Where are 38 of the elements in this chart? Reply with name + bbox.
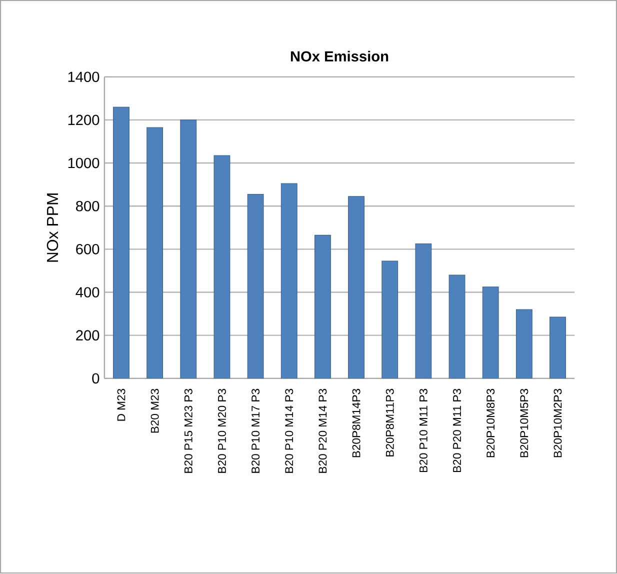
y-tick-label: 800 [76, 201, 100, 212]
bar [180, 120, 197, 379]
y-tick-label: 400 [76, 287, 100, 298]
bar [113, 106, 130, 379]
x-tick-label: B20 P20 M11 P3 [453, 389, 462, 472]
x-tick-label: D M23 [117, 389, 126, 421]
x-tick-label: B20P8M14P3 [352, 389, 360, 458]
bar [146, 127, 164, 379]
y-tick-label: 1000 [68, 158, 100, 168]
bar [516, 309, 532, 379]
y-axis-title: NOx PPM [46, 194, 58, 262]
bar [482, 286, 499, 379]
x-tick-label: B20 P15 M23 P3 [184, 389, 192, 474]
x-tick-label: B20 P20 M14 P3 [318, 389, 327, 474]
bar [448, 274, 466, 379]
x-tick-label: B20 M23 [150, 389, 159, 433]
y-tick-label: 200 [76, 330, 100, 341]
x-tick-label: B20 P10 M14 P3 [285, 389, 294, 474]
y-tick-label: 1400 [68, 72, 100, 82]
bar [415, 244, 432, 379]
x-tick-label: B20 P10 M17 P3 [252, 389, 260, 474]
bar [382, 260, 398, 379]
y-tick-label: 1200 [68, 115, 100, 126]
x-tick-label: B20 P10 M11 P3 [419, 389, 428, 472]
bar [348, 196, 364, 379]
bar [214, 155, 230, 379]
x-tick-label: B20P10M5P3 [520, 389, 528, 458]
x-tick-label: B20P10M2P3 [554, 389, 562, 458]
bar [280, 183, 298, 379]
y-tick-label: 0 [92, 373, 100, 384]
bar [247, 194, 264, 379]
bar [550, 316, 566, 379]
chart-title: NOx Emission [290, 51, 388, 62]
x-tick-label: B20 P10 M20 P3 [218, 389, 226, 474]
x-tick-label: B20P8M11P3 [386, 389, 394, 457]
y-tick-label: 600 [76, 244, 100, 255]
bar [314, 235, 331, 379]
x-tick-label: B20P10M8P3 [486, 389, 495, 458]
